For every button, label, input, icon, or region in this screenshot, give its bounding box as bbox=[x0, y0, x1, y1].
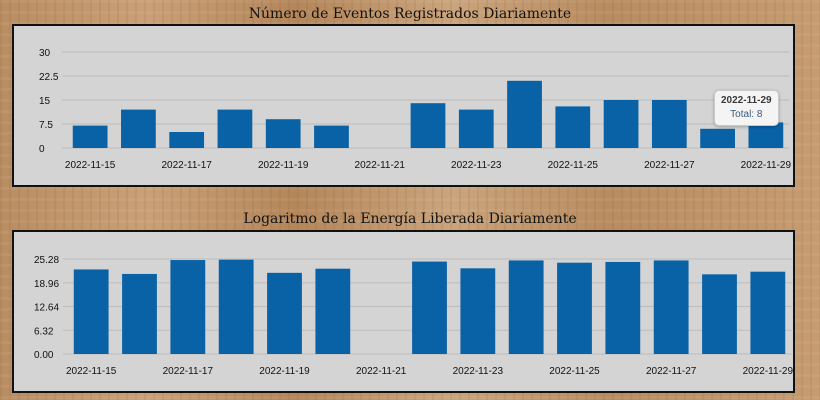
x-tick-label: 2022-11-19 bbox=[258, 160, 309, 171]
bar-2022-11-25[interactable] bbox=[557, 262, 592, 354]
y-tick-label: 15 bbox=[39, 96, 51, 107]
bar-2022-11-15[interactable] bbox=[73, 269, 109, 354]
x-tick-label: 2022-11-25 bbox=[548, 160, 599, 171]
bar-2022-11-19[interactable] bbox=[265, 119, 301, 148]
x-tick-label: 2022-11-27 bbox=[644, 160, 695, 171]
energy-bar-chart: 25.28 18.96 12.64 6.32 0.00 2022-11-15 2022-11… bbox=[34, 255, 793, 377]
chart-panel-events: 30 22.5 15 7.5 0 2022-11-15 2022-11-17 2022-11-… bbox=[12, 24, 795, 187]
bar-2022-11-23[interactable] bbox=[460, 268, 496, 354]
tooltip-total: Total: 8 bbox=[730, 109, 763, 120]
bar-2022-11-24[interactable] bbox=[508, 260, 544, 354]
bar-2022-11-29[interactable] bbox=[748, 122, 784, 148]
bar-2022-11-15[interactable] bbox=[72, 125, 108, 148]
bar-2022-11-27[interactable] bbox=[653, 260, 689, 354]
bar-2022-11-28[interactable] bbox=[702, 274, 737, 354]
y-tick-label: 6.32 bbox=[34, 326, 54, 337]
tooltip-date: 2022-11-29 bbox=[721, 95, 772, 106]
x-tick-label: 2022-11-23 bbox=[451, 160, 502, 171]
chart-title-events: Número de Eventos Registrados Diariament… bbox=[248, 6, 572, 22]
bar-2022-11-25[interactable] bbox=[555, 106, 591, 148]
events-bar-chart: 30 22.5 15 7.5 0 2022-11-15 2022-11-17 2022-11-… bbox=[39, 48, 792, 171]
x-tick-label: 2022-11-19 bbox=[259, 366, 310, 377]
x-tick-label: 2022-11-27 bbox=[646, 366, 697, 377]
bar-2022-11-17[interactable] bbox=[169, 132, 205, 148]
chart-title-energy: Logaritmo de la Energía Liberada Diariam… bbox=[243, 211, 577, 227]
x-tick-label: 2022-11-17 bbox=[161, 160, 212, 171]
x-tick-label: 2022-11-25 bbox=[549, 366, 600, 377]
bar-2022-11-16[interactable] bbox=[122, 273, 157, 354]
bar-2022-11-17[interactable] bbox=[170, 260, 206, 354]
x-tick-label: 2022-11-29 bbox=[741, 160, 792, 171]
bar-2022-11-26[interactable] bbox=[605, 261, 641, 354]
y-tick-label: 25.28 bbox=[34, 255, 59, 266]
bar-2022-11-22[interactable] bbox=[410, 103, 446, 148]
x-tick-label: 2022-11-17 bbox=[163, 366, 214, 377]
y-tick-label: 7.5 bbox=[39, 120, 53, 131]
bar-2022-11-20[interactable] bbox=[314, 125, 349, 148]
y-tick-label: 30 bbox=[39, 48, 51, 59]
bar-2022-11-27[interactable] bbox=[651, 100, 687, 148]
x-tick-label: 2022-11-15 bbox=[65, 160, 116, 171]
bar-2022-11-24[interactable] bbox=[507, 80, 542, 148]
bar-2022-11-20[interactable] bbox=[315, 268, 351, 354]
bar-2022-11-23[interactable] bbox=[458, 109, 494, 148]
y-tick-label: 0.00 bbox=[34, 350, 54, 361]
bar-2022-11-18[interactable] bbox=[217, 109, 253, 148]
bar-2022-11-16[interactable] bbox=[121, 109, 156, 148]
x-tick-label: 2022-11-21 bbox=[356, 366, 407, 377]
bar-2022-11-28[interactable] bbox=[700, 128, 735, 148]
x-tick-label: 2022-11-21 bbox=[355, 160, 406, 171]
y-tick-label: 12.64 bbox=[34, 303, 59, 314]
bar-2022-11-22[interactable] bbox=[412, 261, 447, 354]
bar-2022-11-18[interactable] bbox=[218, 259, 254, 354]
bar-2022-11-19[interactable] bbox=[267, 272, 302, 354]
bar-2022-11-29[interactable] bbox=[750, 271, 786, 354]
x-tick-label: 2022-11-29 bbox=[743, 366, 793, 377]
y-tick-label: 0 bbox=[39, 144, 45, 155]
x-tick-label: 2022-11-15 bbox=[66, 366, 117, 377]
y-tick-label: 18.96 bbox=[34, 279, 59, 290]
y-tick-label: 22.5 bbox=[39, 72, 59, 83]
bar-2022-11-26[interactable] bbox=[603, 100, 639, 148]
x-tick-label: 2022-11-23 bbox=[453, 366, 504, 377]
chart-tooltip: 2022-11-29 Total: 8 bbox=[714, 90, 779, 126]
chart-panel-energy: 25.28 18.96 12.64 6.32 0.00 2022-11-15 2022-11… bbox=[12, 230, 795, 393]
